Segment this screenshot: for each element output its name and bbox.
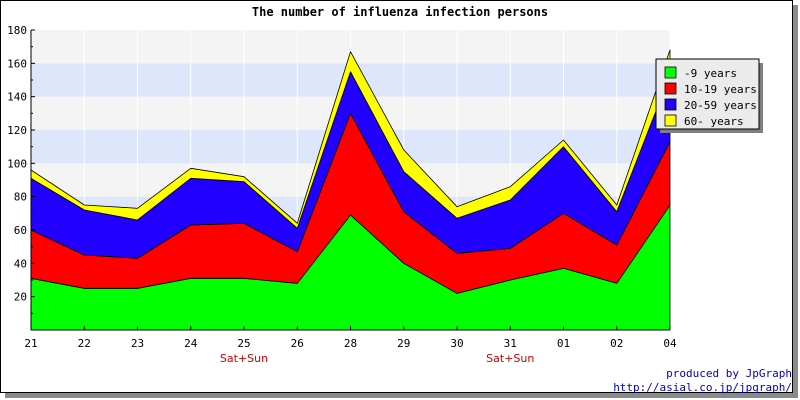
x-tick-label: 04 xyxy=(663,337,677,350)
frame-shadow-right xyxy=(793,5,798,398)
x-tick-label: 22 xyxy=(78,337,91,350)
frame-shadow-bottom xyxy=(5,393,798,398)
y-tick-label: 40 xyxy=(14,257,27,270)
x-tick-label: 23 xyxy=(131,337,144,350)
legend-label: 20-59 years xyxy=(684,99,757,112)
y-tick-label: 60 xyxy=(14,224,27,237)
x-tick-label: 25 xyxy=(237,337,250,350)
x-tick-label: 01 xyxy=(557,337,570,350)
x-tick-label: 26 xyxy=(291,337,304,350)
x-tick-label: 21 xyxy=(24,337,37,350)
axes: 20 40 60 80 100 120 140 160 180 21 22 23 24 25 Sat+Sun… xyxy=(7,24,677,365)
y-tick-label: 140 xyxy=(7,91,27,104)
legend-label: 10-19 years xyxy=(684,83,757,96)
x-tick-label: 29 xyxy=(397,337,410,350)
y-tick-label: 80 xyxy=(14,191,27,204)
legend: -9 years 10-19 years 20-59 years 60- years xyxy=(655,58,763,133)
legend-swatch xyxy=(664,82,677,95)
y-tick-label: 20 xyxy=(14,291,27,304)
x-tick-sublabel: Sat+Sun xyxy=(220,352,268,365)
legend-swatch xyxy=(664,98,677,111)
legend-label: 60- years xyxy=(684,115,744,128)
y-tick-label: 180 xyxy=(7,24,27,37)
legend-label: -9 years xyxy=(684,67,737,80)
y-tick-label: 100 xyxy=(7,157,27,170)
x-tick-label: 28 xyxy=(344,337,357,350)
y-tick-label: 120 xyxy=(7,124,27,137)
credit-line-1: produced by JpGraph xyxy=(666,367,792,380)
x-tick-sublabel: Sat+Sun xyxy=(486,352,534,365)
x-tick-label: 30 xyxy=(450,337,463,350)
x-tick-label: 02 xyxy=(610,337,623,350)
x-tick-label: 31 xyxy=(504,337,517,350)
x-tick-label: 24 xyxy=(184,337,198,350)
y-tick-label: 160 xyxy=(7,57,27,70)
legend-swatch xyxy=(664,66,677,79)
chart-title: The number of influenza infection person… xyxy=(252,5,548,19)
legend-swatch xyxy=(664,114,677,127)
credit-line-2[interactable]: http://asial.co.jp/jpgraph/ xyxy=(613,381,792,394)
